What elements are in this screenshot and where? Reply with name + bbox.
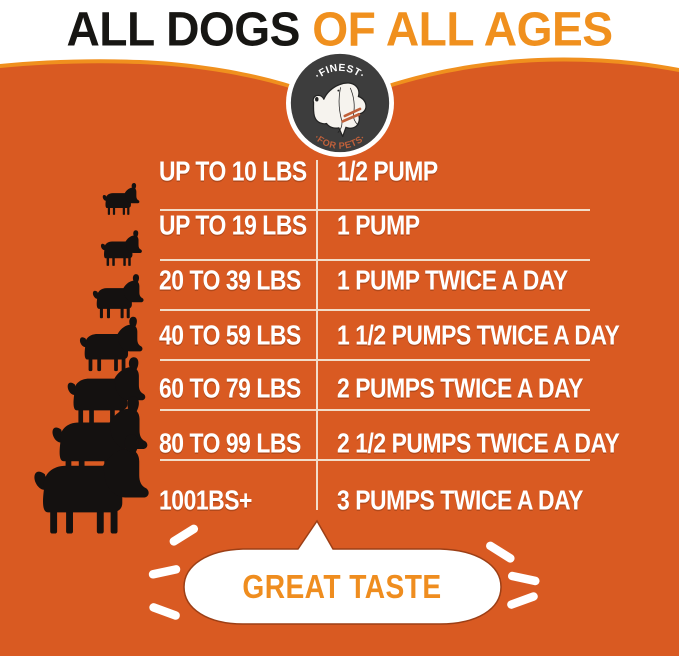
svg-text:GREAT TASTE: GREAT TASTE: [242, 568, 441, 606]
